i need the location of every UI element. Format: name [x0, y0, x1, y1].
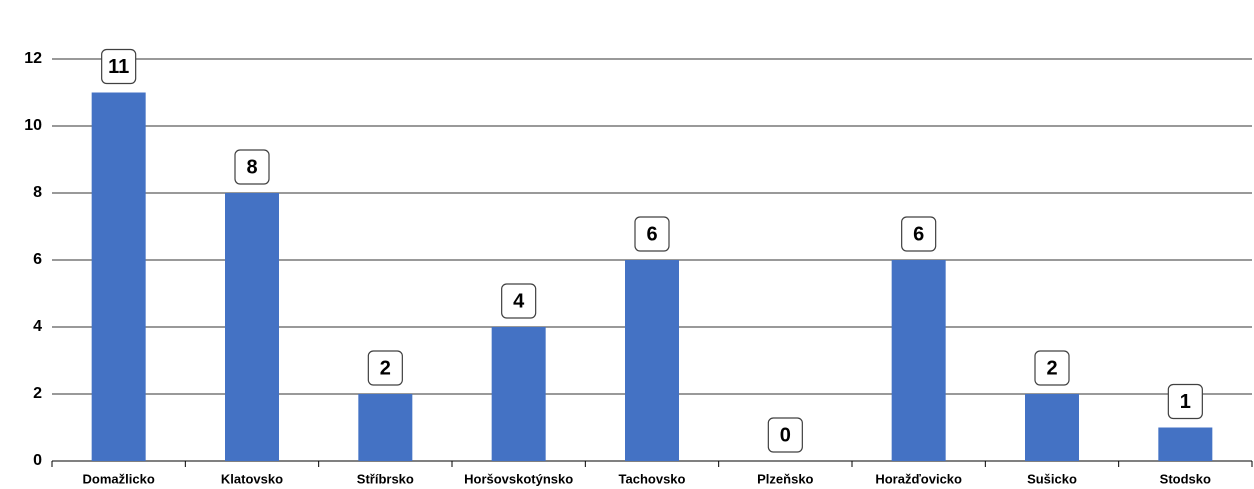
y-tick-label: 6 [33, 251, 42, 268]
x-tick-label: Plzeňsko [757, 471, 813, 486]
bar [225, 193, 279, 461]
value-label: 2 [380, 357, 391, 379]
value-label-box [234, 149, 270, 185]
bar [1158, 427, 1213, 461]
value-label-box [901, 216, 937, 252]
y-tick-label: 0 [33, 452, 42, 469]
y-tick-label: 8 [33, 184, 42, 201]
value-label-box [367, 350, 403, 386]
bar [1025, 394, 1079, 461]
value-label: 0 [780, 424, 791, 446]
value-label: 2 [1046, 357, 1057, 379]
x-tick-label: Klatovsko [221, 471, 283, 486]
value-label-box [101, 48, 137, 85]
y-tick-label: 12 [24, 50, 42, 67]
value-label-box [767, 417, 803, 453]
y-tick-label: 2 [33, 385, 42, 402]
x-tick-label: Stříbrsko [357, 471, 414, 486]
y-tick-label: 10 [24, 117, 42, 134]
x-tick-label: Domažlicko [83, 471, 155, 486]
x-tick-label: Stodsko [1160, 471, 1211, 486]
value-label: 6 [646, 223, 657, 245]
bar [891, 260, 946, 461]
bar [625, 260, 679, 461]
x-tick-label: Tachovsko [619, 471, 686, 486]
value-label: 1 [1180, 391, 1191, 413]
value-label-box [1167, 383, 1203, 420]
value-label: 6 [913, 223, 924, 245]
value-label: 11 [108, 56, 129, 78]
x-tick-label: Sušicko [1027, 471, 1077, 486]
bar [491, 327, 546, 461]
value-label-box [634, 216, 670, 252]
value-label: 4 [513, 290, 525, 312]
value-label-box [1034, 350, 1070, 386]
y-tick-label: 4 [33, 318, 42, 335]
value-label-box [501, 283, 537, 319]
x-tick-label: Horažďovicko [875, 471, 962, 486]
value-label: 8 [246, 156, 257, 178]
bar [91, 92, 146, 461]
bar [358, 394, 413, 461]
x-tick-label: Horšovskotýnsko [464, 471, 573, 486]
